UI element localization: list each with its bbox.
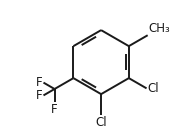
Text: Cl: Cl — [147, 82, 159, 95]
Text: F: F — [36, 89, 42, 102]
Text: CH₃: CH₃ — [148, 22, 170, 35]
Text: F: F — [51, 103, 58, 116]
Text: F: F — [36, 76, 42, 89]
Text: Cl: Cl — [95, 116, 107, 129]
